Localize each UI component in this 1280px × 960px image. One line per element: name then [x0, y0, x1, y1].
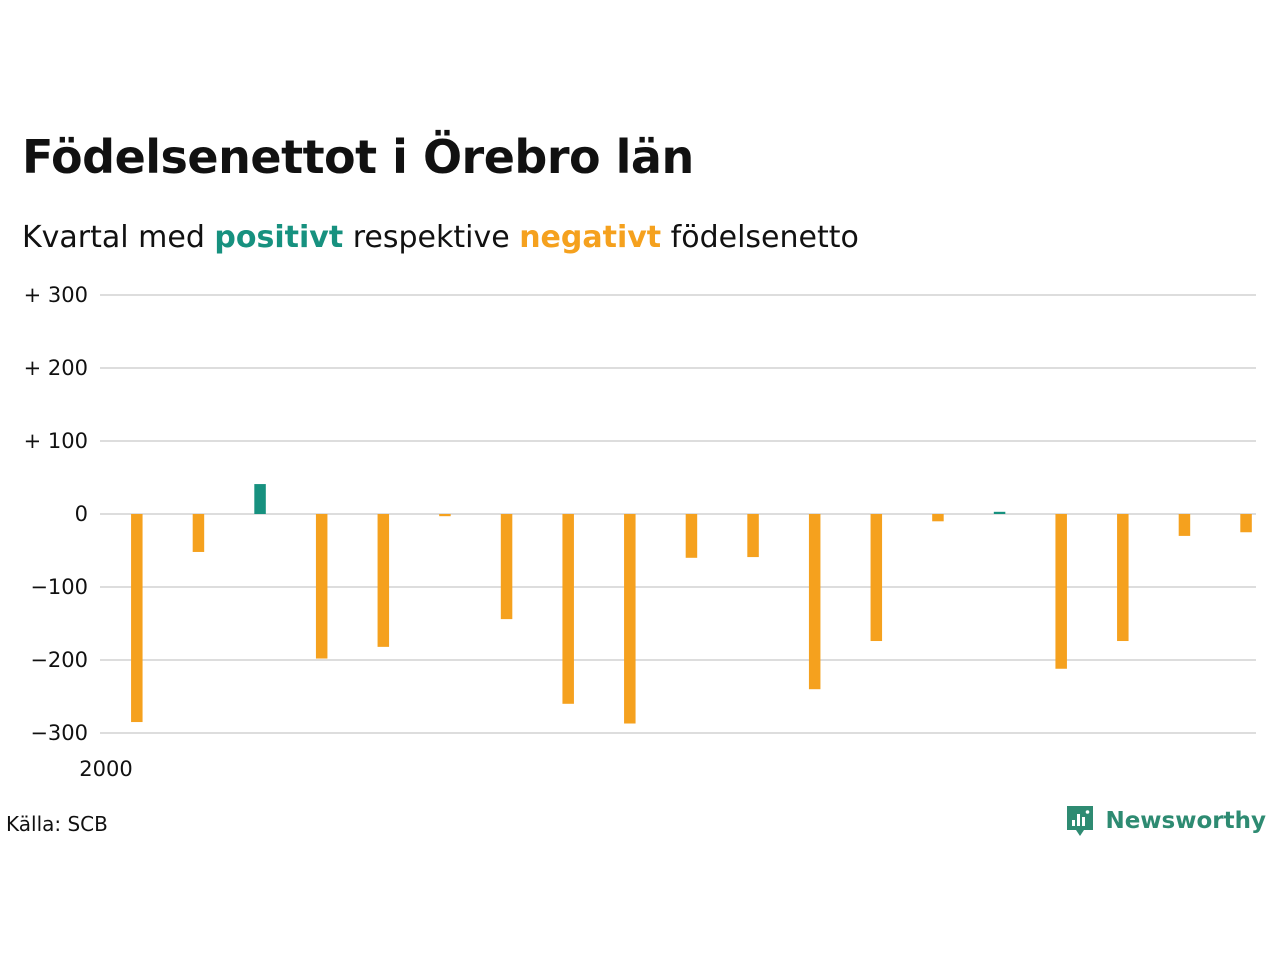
grid-lines	[100, 294, 1256, 734]
bar-2001Q4	[562, 514, 574, 704]
bar-2002Q3	[747, 514, 759, 558]
bar-2003Q2	[932, 514, 944, 522]
x-axis-tick-labels: 20002005201020152020	[79, 757, 132, 781]
source-note: Källa: SCB	[6, 812, 108, 836]
bar-2004Q1	[1117, 514, 1129, 642]
bar-2002Q2	[685, 514, 698, 558]
bar-chart: + 300 + 200 + 100 0 −100 −200 −300 20002005201…	[24, 283, 1256, 781]
subtitle-negative-word: negativt	[519, 220, 662, 255]
bar-2002Q1	[624, 514, 636, 724]
brand-logo[interactable]: Newsworthy	[1065, 804, 1266, 838]
y-tick-label: −200	[30, 648, 88, 672]
bar-2000Q2	[192, 514, 205, 552]
bar-2001Q3	[500, 514, 513, 620]
bar-2000Q1	[131, 514, 143, 723]
bar-2003Q1	[870, 514, 883, 642]
bar-2004Q2	[1178, 514, 1191, 536]
newsworthy-bar-chart-icon	[1067, 806, 1094, 836]
bar-2002Q4	[808, 514, 821, 690]
y-axis-tick-labels: + 300 + 200 + 100 0 −100 −200 −300	[24, 283, 88, 745]
bar-2001Q2	[439, 514, 451, 517]
bar-2003Q3	[993, 511, 1006, 514]
y-tick-label: 0	[75, 502, 88, 526]
y-tick-label: + 300	[24, 283, 88, 307]
y-tick-label: + 200	[24, 356, 88, 380]
brand-name: Newsworthy	[1105, 808, 1266, 834]
chart-subtitle: Kvartal med positivt respektive negativt…	[22, 220, 859, 255]
subtitle-prefix: Kvartal med	[22, 220, 215, 255]
x-tick-label: 2000	[79, 757, 132, 781]
bar-2000Q3	[254, 484, 266, 514]
bar-2004Q3	[1240, 514, 1252, 533]
subtitle-suffix: födelsenetto	[661, 220, 859, 255]
bars	[131, 484, 1252, 724]
y-tick-label: −100	[30, 575, 88, 599]
y-tick-label: + 100	[24, 429, 88, 453]
subtitle-middle: respektive	[343, 220, 520, 255]
bar-2003Q4	[1055, 514, 1067, 669]
chart-title: Födelsenettot i Örebro län	[22, 130, 694, 184]
y-tick-label: −300	[30, 721, 88, 745]
bar-2000Q4	[315, 514, 328, 659]
subtitle-positive-word: positivt	[214, 220, 344, 255]
bar-2001Q1	[377, 514, 390, 647]
